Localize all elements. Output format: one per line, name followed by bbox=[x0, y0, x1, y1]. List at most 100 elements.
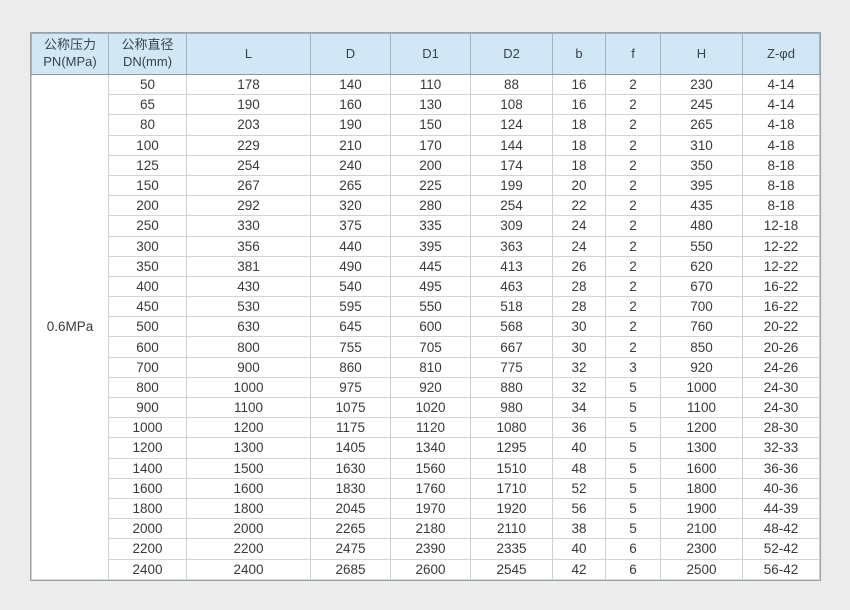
cell-l: 1500 bbox=[186, 457, 311, 479]
cell-d1: 1120 bbox=[390, 417, 471, 439]
col-header-b: b bbox=[552, 33, 606, 75]
cell-d2: 144 bbox=[470, 134, 553, 156]
col-header-pn: 公称压力 PN(MPa) bbox=[31, 33, 109, 75]
cell-f: 2 bbox=[605, 336, 661, 358]
cell-d1: 1020 bbox=[390, 396, 471, 419]
cell-d: 1075 bbox=[310, 396, 391, 419]
cell-z-phid: 16-22 bbox=[742, 296, 820, 318]
cell-d: 645 bbox=[310, 316, 391, 338]
cell-l: 2400 bbox=[186, 558, 311, 580]
cell-d: 595 bbox=[310, 296, 391, 318]
cell-b: 38 bbox=[552, 518, 606, 540]
cell-l: 1100 bbox=[186, 396, 311, 419]
cell-d1: 600 bbox=[390, 316, 471, 338]
cell-dn: 125 bbox=[108, 154, 187, 176]
cell-h: 435 bbox=[660, 195, 743, 217]
table-header: 公称压力 PN(MPa) 公称直径 DN(mm) L D D1 D2 b f H… bbox=[31, 33, 820, 75]
cell-d2: 518 bbox=[470, 296, 553, 318]
cell-dn: 350 bbox=[108, 255, 187, 277]
cell-dn: 250 bbox=[108, 215, 187, 237]
cell-d1: 445 bbox=[390, 255, 471, 277]
cell-b: 22 bbox=[552, 195, 606, 217]
cell-z-phid: 32-33 bbox=[742, 437, 820, 459]
cell-dn: 400 bbox=[108, 275, 187, 298]
cell-h: 2100 bbox=[660, 518, 743, 540]
cell-b: 32 bbox=[552, 376, 606, 399]
cell-d1: 200 bbox=[390, 154, 471, 176]
cell-l: 178 bbox=[186, 73, 311, 96]
cell-d2: 463 bbox=[470, 275, 553, 298]
cell-d2: 174 bbox=[470, 154, 553, 176]
cell-d: 2475 bbox=[310, 538, 391, 560]
cell-d2: 363 bbox=[470, 235, 553, 257]
col-header-d2: D2 bbox=[470, 33, 553, 75]
cell-h: 700 bbox=[660, 296, 743, 318]
cell-z-phid: 12-18 bbox=[742, 215, 820, 237]
cell-l: 1300 bbox=[186, 437, 311, 459]
table-row: 900 1100 1075 1020 980 34 5 1100 24-30 bbox=[32, 396, 820, 419]
cell-d: 1830 bbox=[310, 477, 391, 499]
cell-dn: 1400 bbox=[108, 457, 187, 479]
cell-d: 140 bbox=[310, 73, 391, 96]
cell-l: 800 bbox=[186, 336, 311, 358]
cell-d1: 2180 bbox=[390, 518, 471, 540]
cell-f: 3 bbox=[605, 356, 661, 378]
cell-d2: 1080 bbox=[470, 417, 553, 439]
cell-dn: 500 bbox=[108, 316, 187, 338]
cell-h: 245 bbox=[660, 94, 743, 116]
col-header-d: D bbox=[310, 33, 391, 75]
cell-l: 381 bbox=[186, 255, 311, 277]
cell-h: 265 bbox=[660, 114, 743, 136]
table-row: 150 267 265 225 199 20 2 395 8-18 bbox=[32, 174, 820, 197]
cell-d1: 2600 bbox=[390, 558, 471, 580]
cell-f: 5 bbox=[605, 376, 661, 399]
cell-b: 24 bbox=[552, 235, 606, 257]
col-header-dn-line2: DN(mm) bbox=[122, 54, 173, 69]
cell-f: 2 bbox=[605, 316, 661, 338]
cell-dn: 2400 bbox=[108, 558, 187, 580]
cell-f: 5 bbox=[605, 457, 661, 479]
cell-dn: 200 bbox=[108, 195, 187, 217]
cell-d1: 1340 bbox=[390, 437, 471, 459]
cell-z-phid: 24-30 bbox=[742, 376, 820, 399]
table-row: 500 630 645 600 568 30 2 760 20-22 bbox=[32, 316, 820, 338]
cell-d1: 1970 bbox=[390, 497, 471, 520]
cell-f: 2 bbox=[605, 114, 661, 136]
cell-f: 5 bbox=[605, 437, 661, 459]
cell-d2: 199 bbox=[470, 174, 553, 197]
cell-f: 2 bbox=[605, 154, 661, 176]
pressure-cell: 0.6MPa bbox=[31, 74, 109, 580]
cell-d1: 150 bbox=[390, 114, 471, 136]
cell-l: 254 bbox=[186, 154, 311, 176]
table-row: 65 190 160 130 108 16 2 245 4-14 bbox=[32, 94, 820, 116]
cell-b: 40 bbox=[552, 538, 606, 560]
cell-b: 24 bbox=[552, 215, 606, 237]
col-header-f: f bbox=[605, 33, 661, 75]
cell-d2: 124 bbox=[470, 114, 553, 136]
cell-d: 440 bbox=[310, 235, 391, 257]
cell-d2: 1510 bbox=[470, 457, 553, 479]
cell-b: 18 bbox=[552, 114, 606, 136]
table-row: 2400 2400 2685 2600 2545 42 6 2500 56-42 bbox=[32, 558, 820, 580]
table-row: 350 381 490 445 413 26 2 620 12-22 bbox=[32, 255, 820, 277]
cell-d: 1405 bbox=[310, 437, 391, 459]
cell-f: 2 bbox=[605, 235, 661, 257]
table-row: 400 430 540 495 463 28 2 670 16-22 bbox=[32, 275, 820, 298]
cell-d1: 395 bbox=[390, 235, 471, 257]
cell-dn: 800 bbox=[108, 376, 187, 399]
cell-h: 550 bbox=[660, 235, 743, 257]
cell-f: 2 bbox=[605, 255, 661, 277]
cell-l: 292 bbox=[186, 195, 311, 217]
cell-l: 900 bbox=[186, 356, 311, 378]
cell-z-phid: 12-22 bbox=[742, 235, 820, 257]
cell-d: 240 bbox=[310, 154, 391, 176]
cell-d: 1175 bbox=[310, 417, 391, 439]
cell-d1: 280 bbox=[390, 195, 471, 217]
cell-z-phid: 16-22 bbox=[742, 275, 820, 298]
table-row: 200 292 320 280 254 22 2 435 8-18 bbox=[32, 195, 820, 217]
cell-f: 6 bbox=[605, 558, 661, 580]
cell-f: 5 bbox=[605, 477, 661, 499]
cell-z-phid: 52-42 bbox=[742, 538, 820, 560]
cell-l: 1800 bbox=[186, 497, 311, 520]
cell-z-phid: 4-14 bbox=[742, 73, 820, 96]
